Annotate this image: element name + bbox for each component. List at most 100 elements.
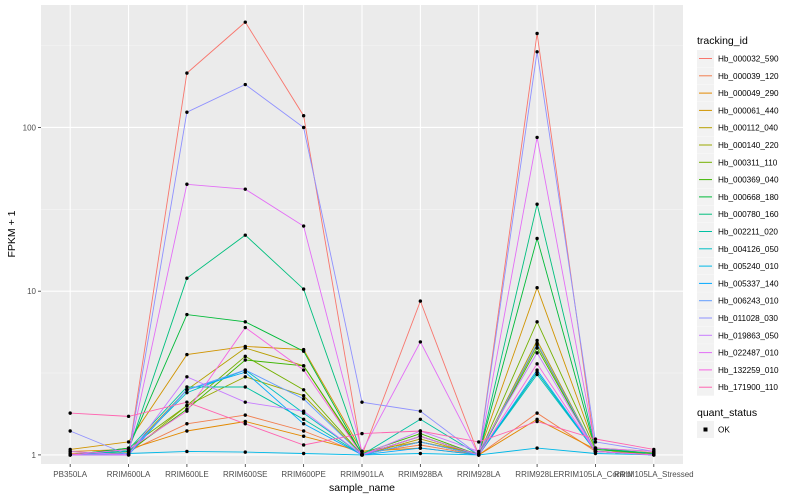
data-point <box>535 338 539 343</box>
major-grid <box>41 5 683 464</box>
data-point <box>652 447 656 452</box>
data-point <box>126 447 131 452</box>
data-point <box>477 453 481 457</box>
x-tick-label: PB350LA <box>53 470 87 479</box>
data-point <box>185 422 189 426</box>
series-points <box>68 20 656 457</box>
data-point <box>185 449 189 454</box>
data-point <box>301 388 306 392</box>
data-point <box>301 364 306 368</box>
data-point <box>535 341 539 346</box>
data-point <box>535 236 539 241</box>
data-point <box>243 375 247 379</box>
x-tick-label: RRIM901LA <box>340 470 384 479</box>
data-point <box>185 71 189 75</box>
data-point <box>535 351 539 355</box>
data-point <box>593 437 598 441</box>
data-point <box>185 400 189 404</box>
data-point <box>126 453 131 457</box>
data-point <box>243 325 247 330</box>
legend-label: Hb_171900_110 <box>718 383 778 392</box>
data-point <box>301 393 306 398</box>
data-point <box>185 388 189 392</box>
data-point <box>360 449 364 454</box>
data-point <box>535 346 539 350</box>
data-point <box>243 354 247 359</box>
data-point <box>301 368 306 372</box>
data-point <box>243 82 247 87</box>
data-point <box>243 368 247 372</box>
data-point <box>535 411 539 415</box>
data-point <box>185 276 189 280</box>
data-point <box>185 182 189 186</box>
data-point <box>301 114 306 118</box>
data-point <box>243 385 247 389</box>
legend-label: Hb_000112_040 <box>718 124 778 133</box>
data-point <box>535 320 539 324</box>
legend-label: Hb_132259_010 <box>718 366 779 375</box>
x-tick-label: RRIM600LE <box>165 470 209 479</box>
legend-label: Hb_002211_020 <box>718 228 778 237</box>
data-point <box>243 320 247 324</box>
data-point <box>418 340 423 344</box>
data-point <box>418 443 423 447</box>
quant-legend-marker <box>703 427 708 432</box>
x-tick-label: RRIM600SE <box>223 470 267 479</box>
data-point <box>418 409 423 413</box>
legend-label: Hb_000039_120 <box>718 72 779 81</box>
data-point <box>418 299 423 303</box>
data-point <box>418 440 423 444</box>
data-point <box>535 202 539 206</box>
data-point <box>477 449 481 454</box>
legend-label: Hb_005337_140 <box>718 279 779 288</box>
data-point <box>535 372 539 377</box>
legend: tracking_id Hb_000032_590Hb_000039_120Hb… <box>697 35 779 396</box>
data-point <box>243 20 247 24</box>
data-point <box>301 287 306 291</box>
legend-label: Hb_000061_440 <box>718 106 779 115</box>
data-point <box>301 409 306 413</box>
data-point <box>535 446 539 450</box>
data-point <box>360 431 364 436</box>
data-point <box>68 411 72 415</box>
data-point <box>185 429 189 433</box>
data-point <box>535 419 539 424</box>
x-tick-label: RRIM928BA <box>398 470 443 479</box>
data-point <box>418 446 423 450</box>
data-point <box>301 422 306 426</box>
data-point <box>418 437 423 441</box>
x-tick-label: RRIM928LE <box>515 470 559 479</box>
data-point <box>301 349 306 353</box>
data-point <box>243 346 247 350</box>
legend-label: Hb_005240_010 <box>718 262 779 271</box>
data-point <box>360 453 364 457</box>
data-point <box>593 440 598 444</box>
data-point <box>418 429 423 433</box>
quant-legend-label: OK <box>718 426 730 435</box>
data-point <box>593 449 598 454</box>
data-point <box>301 443 306 447</box>
legend-label: Hb_019863_050 <box>718 331 779 340</box>
legend-title: tracking_id <box>697 35 748 47</box>
data-point <box>185 375 189 379</box>
data-point <box>301 451 306 456</box>
data-point <box>301 224 306 228</box>
legend-label: Hb_000311_110 <box>718 158 778 167</box>
x-tick-label: RRIM600PE <box>281 470 325 479</box>
data-point <box>243 358 247 362</box>
data-point <box>418 434 423 438</box>
quant-status-legend-title: quant_status <box>697 407 757 419</box>
data-point <box>535 362 539 366</box>
data-point <box>68 453 72 457</box>
data-point <box>243 400 247 404</box>
data-point <box>535 135 539 140</box>
data-point <box>243 187 247 191</box>
data-point <box>243 233 247 237</box>
data-point <box>301 125 306 130</box>
quant-status-legend: quant_status OK <box>697 407 757 438</box>
data-point <box>243 413 247 417</box>
data-point <box>185 409 189 413</box>
x-tick-label: RRIM928LA <box>457 470 501 479</box>
legend-label: Hb_000140_220 <box>718 141 779 150</box>
